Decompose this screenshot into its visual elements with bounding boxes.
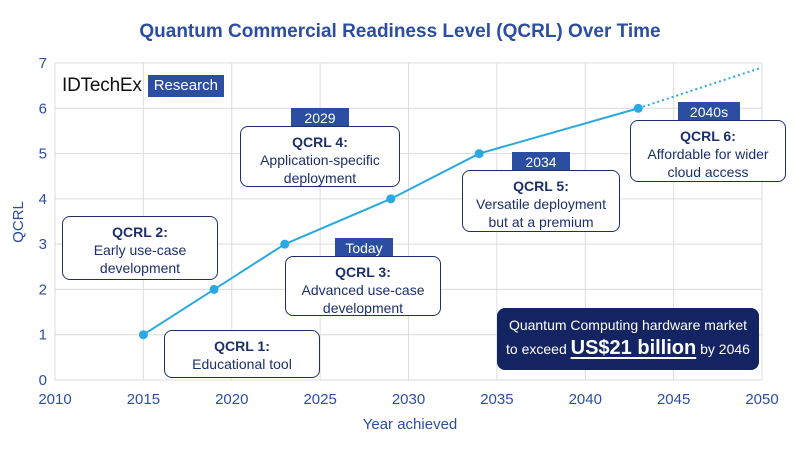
y-tick-label: 4: [39, 191, 47, 208]
callout-title: QCRL 1:: [214, 338, 270, 354]
idtechex-logo: IDTechEx Research: [62, 74, 224, 98]
y-tick-label: 3: [39, 236, 47, 253]
callout-title: QCRL 2:: [112, 224, 168, 240]
x-tick-label: 2025: [303, 391, 336, 408]
x-axis-label: Year achieved: [363, 416, 458, 433]
callout-title: QCRL 3:: [335, 264, 391, 280]
market-line-2: to exceed US$21 billion by 2046: [497, 336, 759, 361]
logo-badge: Research: [147, 75, 224, 97]
market-suffix: by 2046: [696, 341, 750, 357]
callout-desc: development: [99, 260, 181, 276]
chart-title: Quantum Commercial Readiness Level (QCRL…: [139, 21, 660, 42]
x-tick-label: 2020: [215, 391, 248, 408]
tag-2034: 2034: [512, 152, 570, 172]
callout-desc: Early use-case: [93, 242, 187, 258]
market-prefix: to exceed: [506, 341, 571, 357]
callout-desc: Application-specific: [260, 152, 380, 168]
y-tick-label: 1: [39, 327, 47, 344]
logo-brand: IDTechEx: [62, 75, 142, 96]
x-tick-label: 2010: [38, 391, 71, 408]
y-tick-label: 0: [39, 372, 47, 389]
callout-qcrl-3: QCRL 3: Advanced use-case development: [285, 256, 441, 316]
callout-desc: development: [322, 300, 404, 316]
tag-today: Today: [335, 238, 393, 258]
data-point: [474, 149, 484, 159]
callout-title: QCRL 4:: [292, 134, 348, 150]
y-tick-label: 5: [39, 146, 47, 163]
callout-qcrl-5: QCRL 5: Versatile deployment but at a pr…: [462, 170, 620, 232]
y-tick-label: 7: [39, 55, 47, 72]
callout-qcrl-4: QCRL 4: Application-specific deployment: [240, 126, 400, 187]
data-point: [280, 239, 290, 249]
callout-qcrl-1: QCRL 1: Educational tool: [164, 330, 320, 378]
callout-qcrl-2: QCRL 2: Early use-case development: [62, 216, 218, 280]
x-tick-label: 2050: [745, 391, 778, 408]
tag-2029: 2029: [291, 108, 349, 128]
tag-2040s: 2040s: [678, 102, 740, 122]
callout-desc: Educational tool: [192, 356, 292, 372]
x-tick-label: 2045: [657, 391, 690, 408]
callout-desc: Versatile deployment: [476, 196, 606, 212]
y-axis-label: QCRL: [10, 201, 27, 243]
callout-title: QCRL 5:: [513, 178, 569, 194]
callout-desc: deployment: [283, 170, 357, 186]
data-point: [209, 284, 219, 294]
y-tick-label: 2: [39, 281, 47, 298]
market-highlight: US$21 billion: [570, 337, 697, 359]
x-tick-label: 2040: [569, 391, 602, 408]
callout-desc: Affordable for wider: [647, 146, 769, 162]
x-tick-label: 2015: [127, 391, 160, 408]
y-tick-label: 6: [39, 100, 47, 117]
projection-line: [637, 66, 763, 110]
market-callout: Quantum Computing hardware market to exc…: [497, 308, 759, 370]
callout-qcrl-6: QCRL 6: Affordable for wider cloud acces…: [630, 120, 786, 182]
x-tick-label: 2030: [392, 391, 425, 408]
callout-title: QCRL 6:: [680, 128, 736, 144]
callout-desc: cloud access: [667, 164, 749, 180]
x-tick-label: 2035: [480, 391, 513, 408]
callout-desc: but at a premium: [488, 214, 594, 230]
qcrl-line: [142, 107, 639, 336]
callout-desc: Advanced use-case: [301, 282, 425, 298]
data-point: [386, 194, 396, 204]
market-line-1: Quantum Computing hardware market: [508, 317, 748, 333]
data-point: [138, 330, 148, 340]
